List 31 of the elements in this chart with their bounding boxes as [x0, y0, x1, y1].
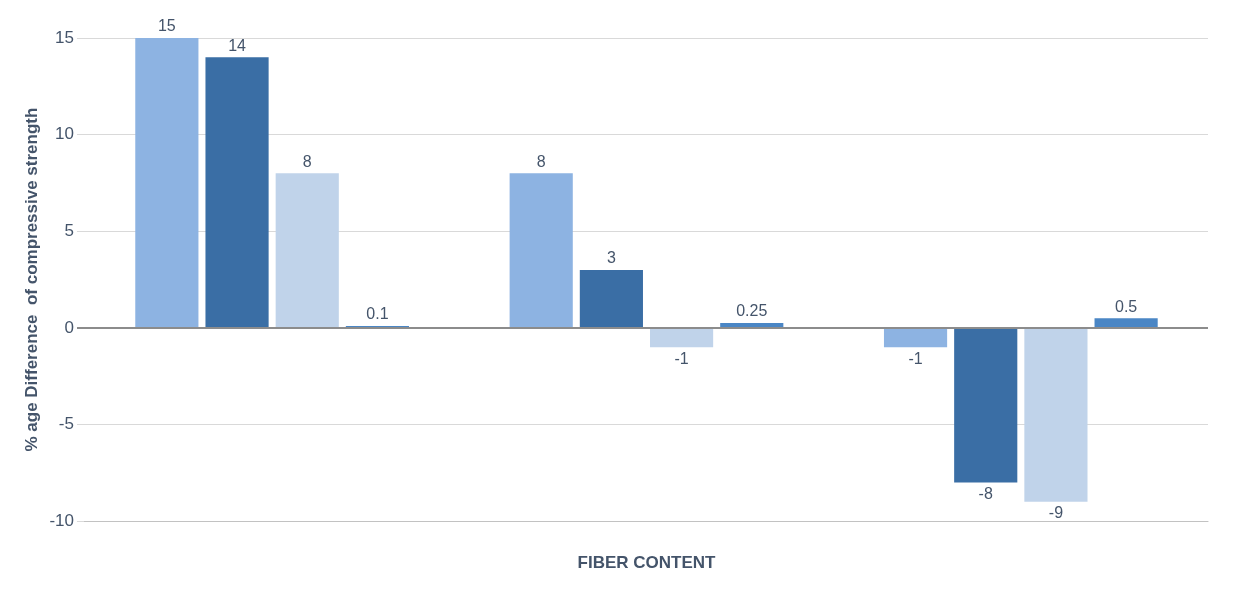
bar [579, 269, 643, 327]
bar [883, 328, 948, 348]
y-tick-label: 0 [64, 317, 74, 337]
bar [1024, 328, 1088, 502]
y-tick-label: -10 [49, 510, 74, 530]
data-label: -1 [908, 349, 923, 367]
data-label: 14 [228, 36, 247, 54]
bar [509, 173, 573, 327]
bar [720, 323, 784, 327]
y-tick-label: 15 [55, 27, 74, 47]
y-tick-label: 5 [64, 220, 74, 240]
data-label: -9 [1048, 504, 1064, 522]
y-tick-label: 10 [55, 124, 74, 144]
bar [650, 328, 714, 348]
data-label: 8 [536, 152, 546, 170]
data-label: 0.25 [736, 302, 768, 320]
data-label: 8 [302, 152, 312, 170]
y-axis-title: % age Difference of compressive strength [21, 107, 41, 452]
bar [205, 57, 269, 327]
x-axis-title: FIBER CONTENT [577, 553, 717, 573]
y-tick-label: -5 [58, 414, 74, 434]
bar [135, 38, 199, 327]
bar [954, 328, 1018, 483]
data-label: -1 [674, 349, 689, 367]
data-label: 0.5 [1114, 297, 1138, 315]
data-label: 0.1 [366, 305, 389, 323]
data-label: 3 [606, 249, 616, 267]
bar [1094, 318, 1158, 327]
data-label: -8 [978, 484, 993, 502]
data-label: 15 [157, 17, 176, 35]
bar [275, 173, 339, 327]
